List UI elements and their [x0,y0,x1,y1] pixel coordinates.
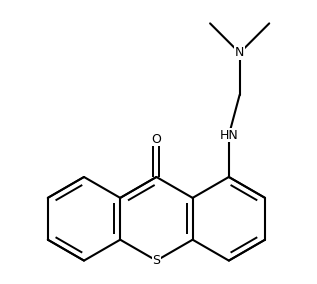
Text: S: S [152,254,160,267]
Text: HN: HN [219,129,238,142]
Text: O: O [152,133,161,146]
Text: N: N [235,47,244,59]
